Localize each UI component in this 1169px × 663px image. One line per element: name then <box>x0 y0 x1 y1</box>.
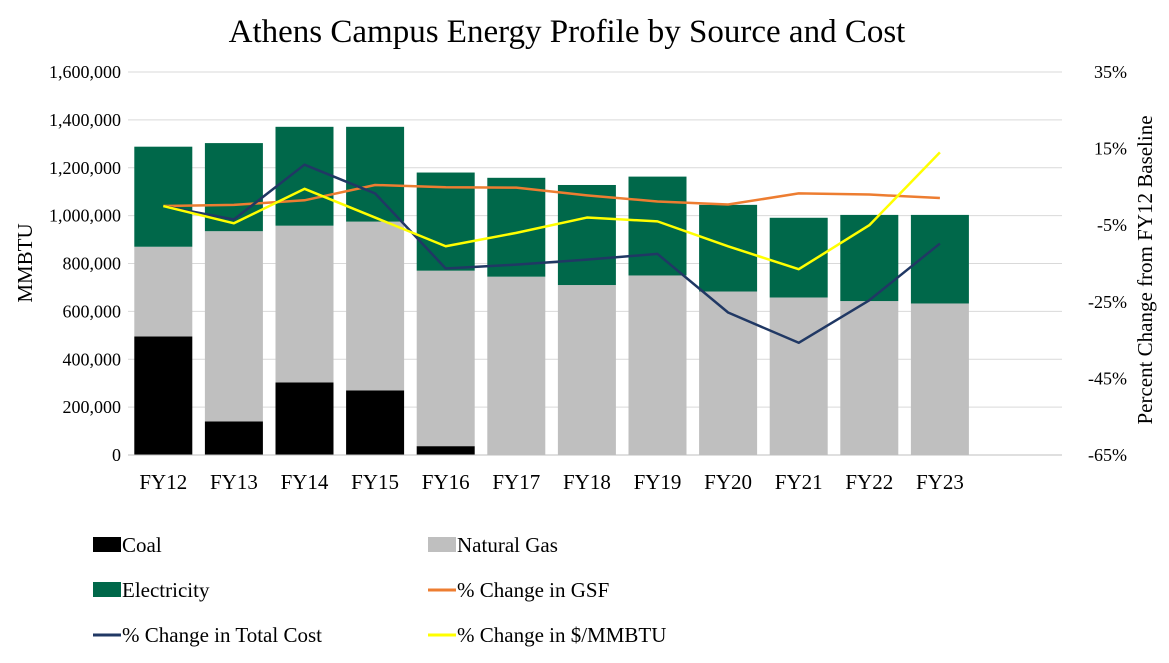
bar-natural-gas <box>134 246 193 337</box>
bar-electricity <box>134 146 193 247</box>
x-tick-label: FY20 <box>704 470 752 494</box>
axes: 0 200,000 400,000 600,000 800,000 1,000,000 1,… <box>49 62 1127 494</box>
y-axis-label: MMBTU <box>13 223 37 302</box>
x-tick-label: FY16 <box>422 470 470 494</box>
y-tick-label: 800,000 <box>63 254 122 274</box>
legend: Coal Natural Gas Electricity % Change in GS… <box>93 533 666 647</box>
bar-natural-gas <box>699 291 758 455</box>
legend-label: Natural Gas <box>457 533 558 557</box>
bar-natural-gas <box>416 270 475 447</box>
y-tick-label: 1,200,000 <box>49 158 121 178</box>
x-tick-label: FY15 <box>351 470 399 494</box>
legend-label: % Change in Total Cost <box>122 623 322 647</box>
bar-electricity <box>840 214 899 302</box>
y2-tick-label: -25% <box>1088 292 1127 312</box>
y2-tick-label: -65% <box>1088 445 1127 465</box>
bar-natural-gas <box>346 221 405 391</box>
y2-tick-label: 35% <box>1094 62 1127 82</box>
x-tick-label: FY14 <box>281 470 329 494</box>
legend-label: Electricity <box>122 578 210 602</box>
x-tick-label: FY21 <box>775 470 823 494</box>
bar-natural-gas <box>910 303 969 455</box>
bar-natural-gas <box>769 297 828 455</box>
y2-tick-label: -5% <box>1097 215 1127 235</box>
legend-label: Coal <box>122 533 162 557</box>
legend-swatch <box>93 582 121 597</box>
bar-natural-gas <box>557 285 616 455</box>
y-tick-label: 0 <box>112 445 121 465</box>
y2-tick-label: -45% <box>1088 368 1127 388</box>
bar-coal <box>275 382 334 455</box>
bar-electricity <box>275 126 334 226</box>
y-tick-label: 1,600,000 <box>49 62 121 82</box>
line--change-in-total-cost <box>163 163 941 345</box>
bar-electricity <box>699 204 758 292</box>
y-tick-label: 400,000 <box>63 349 122 369</box>
y-tick-label: 200,000 <box>63 397 122 417</box>
legend-swatch <box>428 537 456 552</box>
bar-natural-gas <box>487 276 546 455</box>
chart-title: Athens Campus Energy Profile by Source a… <box>229 14 906 50</box>
bars <box>134 126 969 455</box>
y2-tick-label: 15% <box>1094 139 1127 159</box>
bar-electricity <box>628 176 687 276</box>
bar-coal <box>416 446 475 455</box>
bar-coal <box>204 421 263 455</box>
bar-natural-gas <box>275 225 334 383</box>
legend-swatch <box>93 537 121 552</box>
bar-electricity <box>346 126 405 222</box>
x-tick-label: FY22 <box>845 470 893 494</box>
bar-natural-gas <box>840 301 899 455</box>
legend-label: % Change in GSF <box>457 578 609 602</box>
x-tick-label: FY19 <box>634 470 682 494</box>
bar-coal <box>346 390 405 455</box>
line--change-in-mmbtu <box>163 151 941 271</box>
x-tick-label: FY13 <box>210 470 258 494</box>
x-tick-label: FY23 <box>916 470 964 494</box>
y-tick-label: 1,000,000 <box>49 206 121 226</box>
bar-electricity <box>557 184 616 286</box>
x-tick-label: FY12 <box>139 470 187 494</box>
lines <box>163 151 941 345</box>
bar-electricity <box>416 172 475 271</box>
x-tick-label: FY17 <box>492 470 540 494</box>
y-tick-label: 600,000 <box>63 301 122 321</box>
y2-axis-label: Percent Change from FY12 Baseline <box>1133 115 1157 424</box>
bar-coal <box>134 336 193 455</box>
y-tick-label: 1,400,000 <box>49 110 121 130</box>
bar-electricity <box>487 177 546 277</box>
x-tick-label: FY18 <box>563 470 611 494</box>
legend-label: % Change in $/MMBTU <box>457 623 666 647</box>
bar-natural-gas <box>204 231 263 422</box>
line--change-in-gsf <box>163 183 940 208</box>
bar-natural-gas <box>628 275 687 455</box>
